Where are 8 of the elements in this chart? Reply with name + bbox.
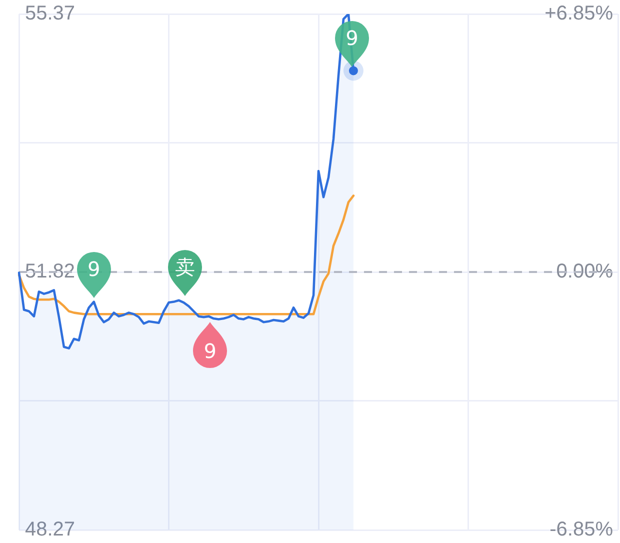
annotation: 9: [344, 26, 360, 50]
annotation: 卖: [174, 255, 196, 280]
y-tick-label: 48.27: [25, 518, 76, 541]
y-tick-label: 55.37: [25, 2, 76, 25]
y2-tick-label: +6.85%: [544, 2, 614, 25]
y2-tick-label: -6.85%: [550, 518, 614, 541]
annotation: 9: [202, 339, 218, 364]
annotation: 9: [86, 256, 102, 281]
